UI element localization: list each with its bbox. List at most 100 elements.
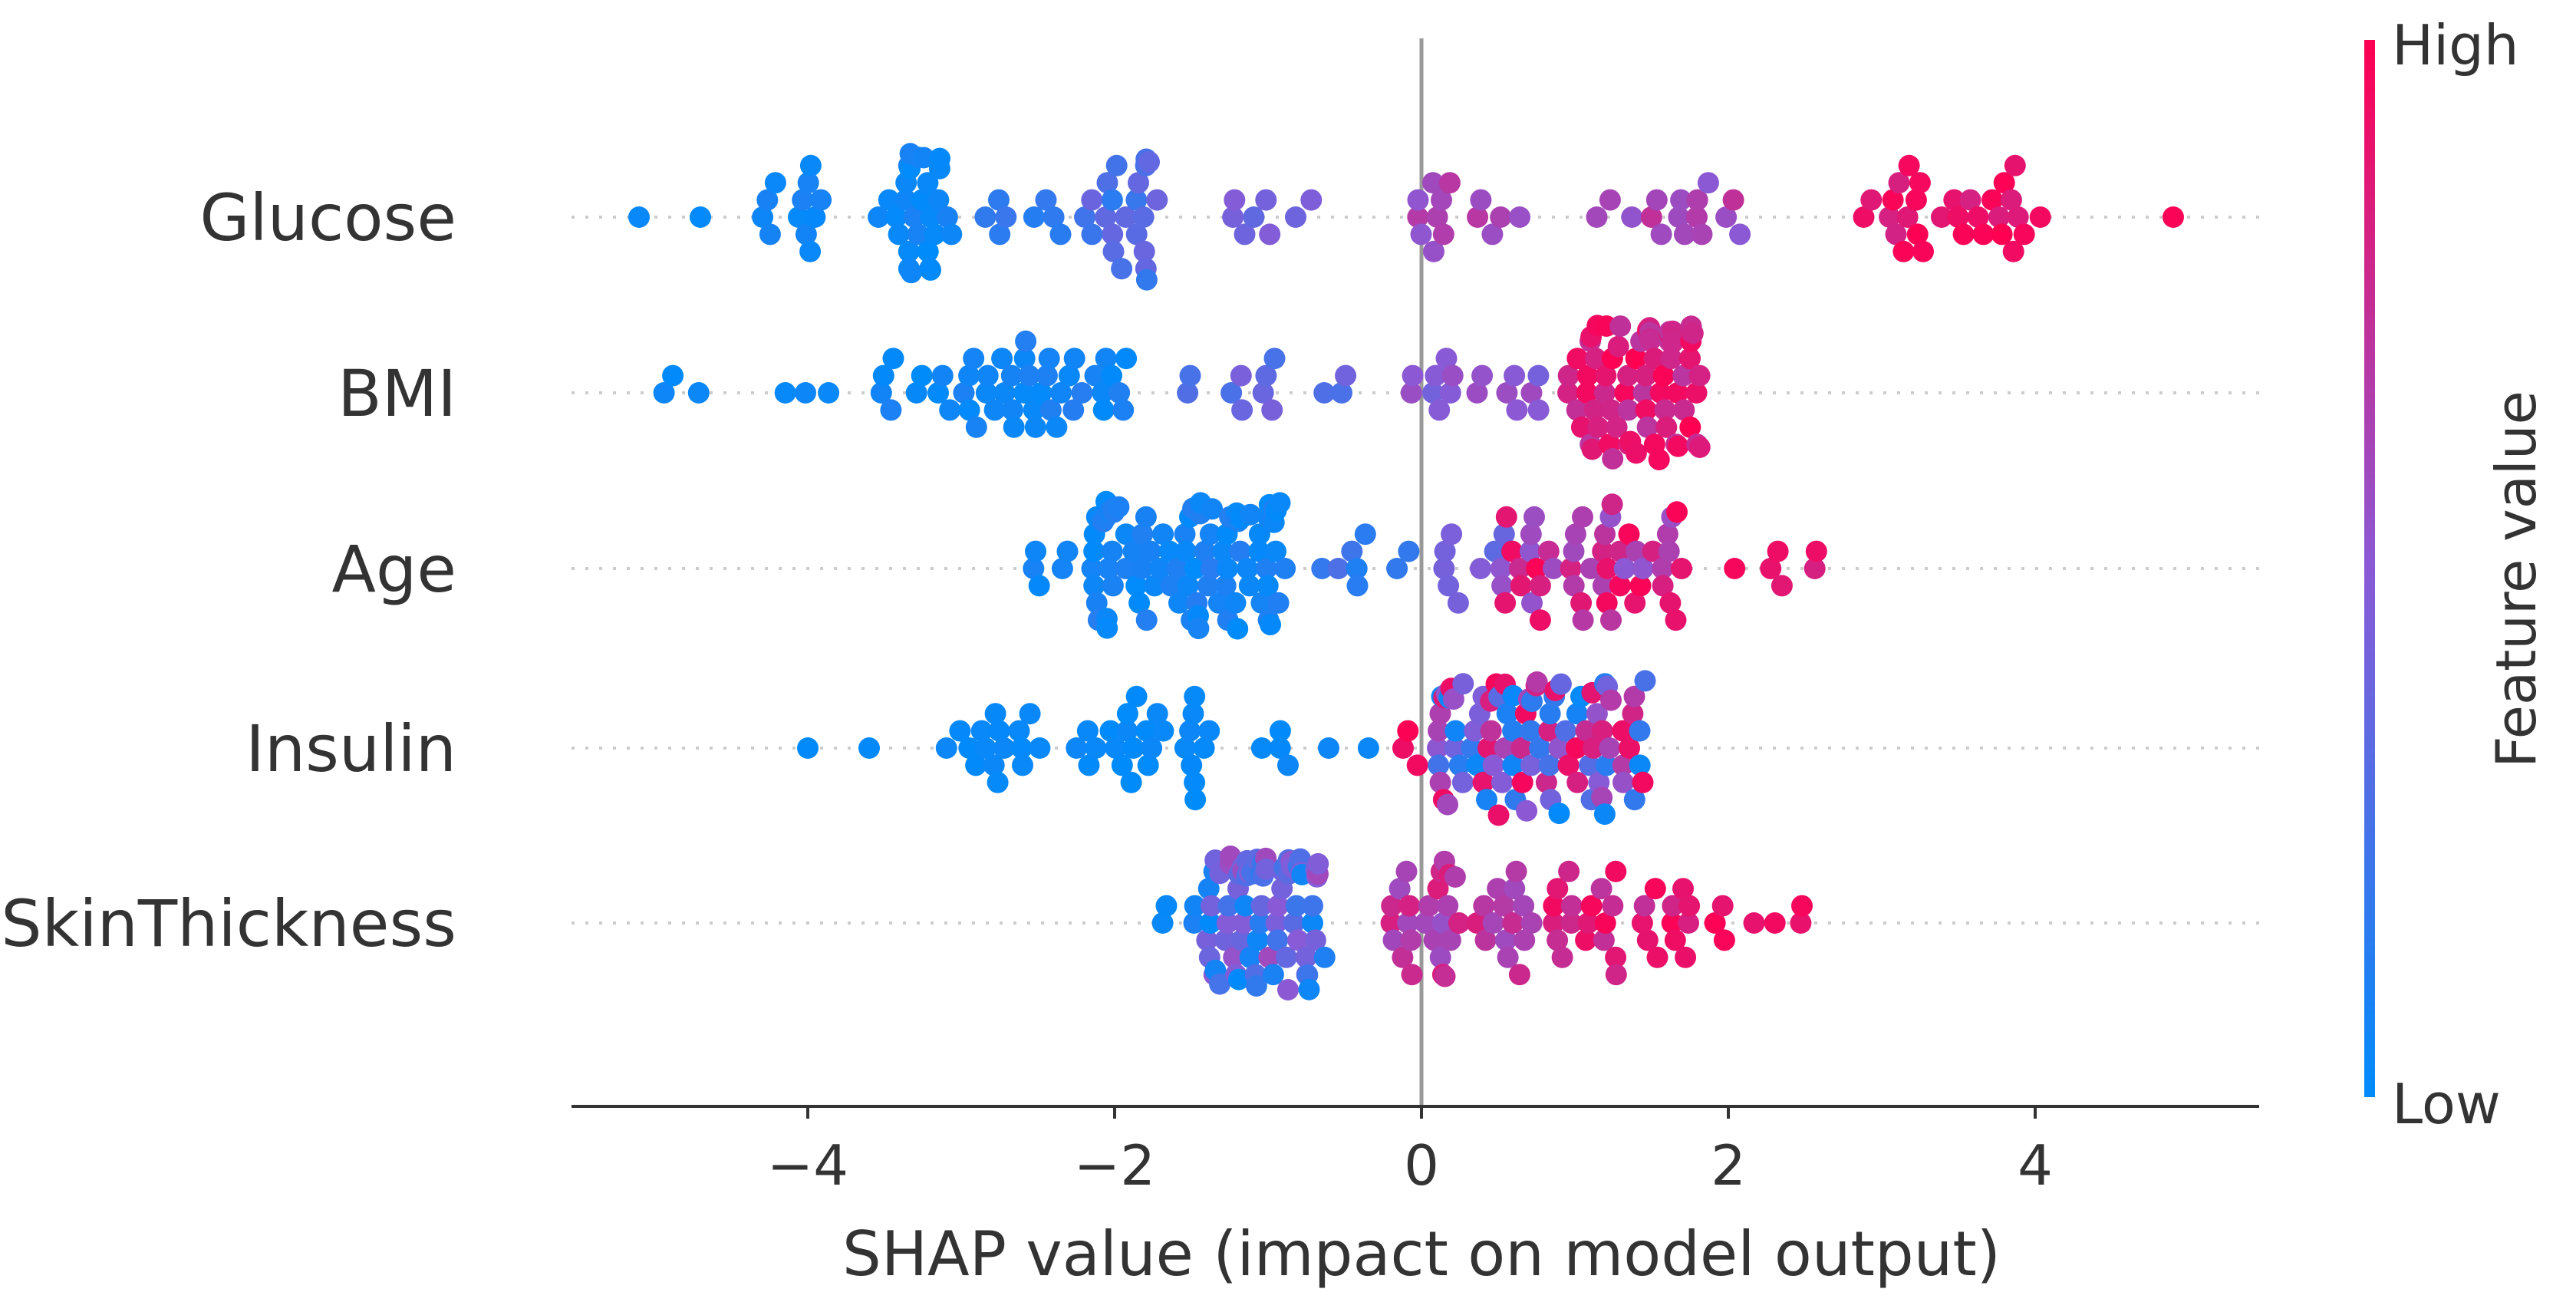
shap-dot-glucose [1909, 172, 1931, 194]
shap-dot-insulin [1198, 720, 1220, 742]
shap-dot-age [1085, 592, 1108, 614]
shap-dot-skinthickness [1448, 912, 1470, 934]
shap-dot-age [1056, 540, 1079, 562]
shap-dot-skinthickness [1764, 912, 1786, 934]
shap-dot-age [1596, 558, 1619, 579]
shap-dot-insulin [1111, 754, 1133, 776]
shap-dot-age [1217, 558, 1238, 579]
shap-dot-insulin [1612, 720, 1634, 742]
shap-dot-age [1174, 523, 1196, 546]
shap-dot-age [1470, 558, 1491, 579]
shap-dot-insulin [949, 720, 971, 742]
shap-dot-bmi [965, 416, 987, 438]
shap-dot-bmi [1112, 399, 1135, 421]
shap-dot-skinthickness [1234, 895, 1257, 917]
shap-dot-insulin [1623, 685, 1645, 707]
shap-dot-bmi [1422, 382, 1444, 404]
shap-dot-bmi [1606, 416, 1628, 438]
shap-dot-glucose [799, 154, 822, 176]
shap-dot-skinthickness [1249, 912, 1271, 934]
shap-dot-bmi [1679, 348, 1701, 370]
shap-dot-glucose [1481, 223, 1504, 246]
shap-dot-age [1652, 558, 1674, 579]
colorbar: High Low Feature value [2364, 13, 2548, 1136]
shap-dot-skinthickness [1429, 946, 1451, 968]
shap-dot-skinthickness [1743, 912, 1765, 934]
shap-dot-glucose [1896, 206, 1919, 228]
shap-dot-glucose [988, 189, 1010, 211]
shap-dot-bmi [1660, 348, 1682, 370]
shap-dot-skinthickness [1646, 946, 1668, 968]
shap-dot-skinthickness [1437, 895, 1459, 917]
shap-dot-glucose [900, 262, 922, 284]
shap-dot-glucose [1860, 189, 1883, 211]
shap-dot-insulin [1406, 754, 1428, 776]
shap-dot-bmi [1400, 382, 1422, 404]
shap-dot-glucose [1132, 206, 1155, 228]
shap-dot-skinthickness [1704, 912, 1726, 934]
shap-dot-skinthickness [1223, 946, 1245, 968]
shap-dot-insulin [1066, 737, 1088, 759]
shap-dot-bmi [1313, 382, 1336, 404]
shap-dot-glucose [1115, 206, 1137, 228]
shap-dot-insulin [1491, 771, 1513, 793]
shap-dot-skinthickness [1382, 929, 1405, 951]
shap-dot-age [1239, 503, 1261, 526]
shap-dot-bmi [662, 364, 684, 387]
shap-dot-skinthickness [1602, 895, 1624, 917]
shap-dot-bmi [1466, 382, 1488, 404]
shap-dot-insulin [1448, 754, 1471, 776]
shap-dot-age [1618, 523, 1640, 546]
shap-dot-age [1194, 540, 1216, 562]
shap-dot-bmi [1018, 364, 1040, 387]
colorbar-title: Feature value [2484, 391, 2548, 768]
shap-dot-age [1724, 558, 1746, 579]
shap-dot-bmi [1024, 416, 1046, 438]
shap-dot-insulin [1122, 737, 1145, 759]
shap-dot-age [1167, 558, 1188, 579]
shap-dot-bmi [1614, 382, 1636, 404]
shap-dot-glucose [1691, 223, 1713, 246]
shap-dot-bmi [1101, 364, 1122, 387]
shap-dot-age [1447, 592, 1469, 614]
shap-dot-skinthickness [1275, 946, 1297, 968]
shap-dot-glucose [1599, 189, 1621, 211]
shap-dot-insulin [1480, 720, 1502, 742]
shap-dot-age [1177, 575, 1199, 597]
shap-dot-bmi [818, 382, 840, 404]
shap-dot-glucose [1081, 189, 1103, 211]
shap-dot-insulin [1427, 737, 1448, 759]
shap-dot-age [1494, 592, 1517, 614]
shap-dot-insulin [1622, 703, 1644, 725]
shap-dot-insulin [1277, 754, 1299, 776]
shap-dot-insulin [1472, 771, 1494, 793]
shap-dot-insulin [1428, 754, 1450, 776]
colorbar-high-label: High [2392, 13, 2518, 77]
shap-dot-glucose [878, 189, 900, 211]
shap-dot-skinthickness [1397, 912, 1419, 934]
shap-dot-bmi [1625, 442, 1647, 464]
shap-dot-insulin [1566, 703, 1588, 725]
shap-dot-bmi [1566, 399, 1588, 421]
shap-dot-insulin [987, 771, 1009, 793]
shap-dot-skinthickness [1520, 912, 1543, 934]
shap-dot-insulin [1619, 737, 1640, 759]
shap-dot-skinthickness [1400, 929, 1422, 951]
shap-dot-age [1265, 540, 1286, 562]
shap-dot-glucose [1722, 189, 1744, 211]
shap-dot-age [1441, 523, 1463, 546]
shap-dot-age [1613, 558, 1636, 579]
shap-dot-skinthickness [1497, 946, 1519, 968]
shap-dot-age [1135, 609, 1158, 631]
shap-dot-glucose [1686, 206, 1708, 228]
shap-dot-glucose [1912, 240, 1934, 262]
shap-dot-glucose [1888, 172, 1910, 194]
shap-dot-glucose [1686, 189, 1708, 211]
shap-dot-bmi [1038, 348, 1060, 370]
shap-dot-insulin [970, 720, 993, 742]
shap-dot-insulin [1125, 685, 1148, 707]
shap-dot-age [1096, 617, 1118, 639]
shap-dot-bmi [1557, 382, 1580, 404]
shap-dot-glucose [907, 223, 929, 246]
shap-dot-skinthickness [1505, 860, 1527, 882]
